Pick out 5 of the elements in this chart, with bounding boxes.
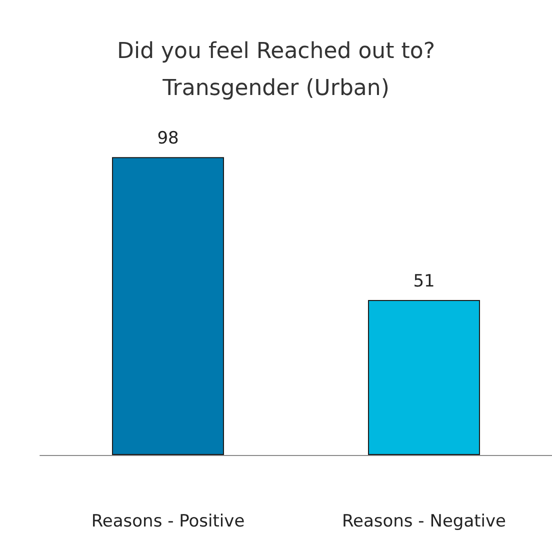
data-label: 98: [157, 128, 179, 149]
data-label: 51: [413, 271, 435, 292]
x-tick-label: Reasons - Positive: [91, 512, 245, 532]
x-tick-label: Reasons - Negative: [342, 512, 506, 532]
chart-title: Did you feel Reached out to? Transgender (Urban): [117, 39, 435, 101]
